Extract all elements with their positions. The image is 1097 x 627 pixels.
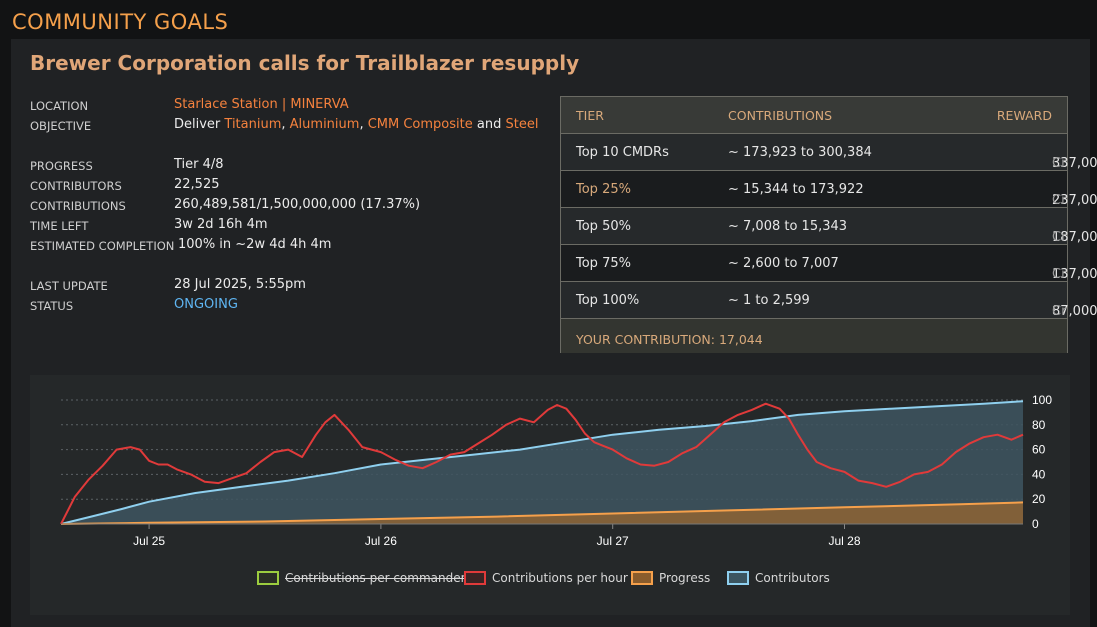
legend-swatch-icon (257, 571, 279, 585)
currency-label: Cr (1052, 156, 1067, 171)
time-left-label: TIME LEFT (30, 219, 89, 233)
tier-table-header: TIER CONTRIBUTIONS REWARD (561, 97, 1067, 134)
currency-label: Cr (1052, 304, 1067, 319)
tier-reward-amount: 87,000,000 (1052, 304, 1097, 319)
tier-contributions: ~ 1 to 2,599 (728, 293, 810, 308)
location-value: Starlace Station | MINERVA (174, 97, 349, 112)
tier-row-current: Top 25% ~ 15,344 to 173,922 237,000,000 … (561, 171, 1097, 208)
legend-swatch-icon (464, 571, 486, 585)
community-goal-panel: Brewer Corporation calls for Trailblazer… (11, 39, 1097, 627)
y-tick-label: 60 (1032, 443, 1046, 457)
commodity-link-cmm-composite[interactable]: CMM Composite (367, 117, 473, 132)
est-completion-label: ESTIMATED COMPLETION (30, 239, 175, 253)
tier-row: Top 100% ~ 1 to 2,599 87,000,000 Cr (561, 282, 1097, 319)
location-label: LOCATION (30, 99, 89, 113)
commodity-link-steel[interactable]: Steel (505, 117, 539, 132)
your-contribution-bar: YOUR CONTRIBUTION: 17,044 (561, 319, 1067, 353)
page-heading: COMMUNITY GOALS (12, 10, 229, 34)
contributions-value: 260,489,581/1,500,000,000 (17.37%) (174, 197, 421, 212)
x-tick-label: Jul 26 (365, 534, 397, 548)
y-tick-label: 0 (1032, 517, 1039, 531)
location-station-link[interactable]: Starlace Station (174, 97, 278, 112)
tier-name: Top 75% (576, 256, 631, 271)
currency-label: Cr (1052, 267, 1067, 282)
status-label: STATUS (30, 299, 74, 313)
contributors-line (60, 400, 1024, 525)
progress-value: Tier 4/8 (174, 157, 224, 172)
legend-label: Contributors (755, 571, 830, 585)
legend-label: Contributions per hour (492, 571, 628, 585)
contribution-chart: 0 20 40 60 80 100 Jul 25 Jul 26 Jul 27 Jul 28 Con… (30, 375, 1070, 615)
contributions-label: CONTRIBUTIONS (30, 199, 126, 213)
tier-contributions: ~ 173,923 to 300,384 (728, 145, 872, 160)
objective-prefix: Deliver (174, 117, 225, 132)
commodity-link-titanium[interactable]: Titanium (224, 117, 282, 132)
x-tick-label: Jul 25 (133, 534, 165, 548)
time-left-value: 3w 2d 16h 4m (174, 217, 268, 232)
header-reward: REWARD (996, 108, 1052, 123)
objective-value: Deliver Titanium, Aluminium, CMM Composi… (174, 117, 538, 132)
your-contribution-text: YOUR CONTRIBUTION: 17,044 (576, 332, 763, 347)
chart-plot: 0 20 40 60 80 100 Jul 25 Jul 26 Jul 27 Jul 28 (60, 393, 1052, 548)
legend-swatch-icon (631, 571, 653, 585)
est-completion-value: 100% in ~2w 4d 4h 4m (178, 237, 332, 252)
tier-contributions: ~ 2,600 to 7,007 (728, 256, 839, 271)
tier-table: TIER CONTRIBUTIONS REWARD Top 10 CMDRs ~… (560, 96, 1097, 353)
header-contributions: CONTRIBUTIONS (728, 108, 833, 123)
legend-swatch-icon (727, 571, 749, 585)
legend-label: Contributions per commander (285, 571, 466, 585)
y-tick-label: 20 (1032, 492, 1046, 506)
objective-and: and (472, 117, 506, 132)
tier-contributions: ~ 7,008 to 15,343 (728, 219, 848, 234)
y-tick-label: 40 (1032, 467, 1046, 481)
commodity-link-aluminium[interactable]: Aluminium (289, 117, 360, 132)
objective-label: OBJECTIVE (30, 119, 92, 133)
y-tick-label: 80 (1032, 418, 1046, 432)
location-separator: | (277, 97, 291, 112)
tier-row: Top 75% ~ 2,600 to 7,007 137,000,000 Cr (561, 245, 1097, 282)
last-update-label: LAST UPDATE (30, 279, 108, 293)
tier-reward-amount: 187,000,000 (1052, 230, 1097, 245)
tier-name: Top 100% (576, 293, 640, 308)
goal-title: Brewer Corporation calls for Trailblazer… (30, 51, 580, 75)
progress-label: PROGRESS (30, 159, 93, 173)
tier-reward-amount: 337,000,000 (1052, 156, 1097, 171)
tier-contributions: ~ 15,344 to 173,922 (728, 182, 864, 197)
objective-separator: , (359, 117, 368, 132)
header-tier: TIER (576, 108, 604, 123)
tier-reward-amount: 237,000,000 (1052, 193, 1097, 208)
currency-label: Cr (1052, 230, 1067, 245)
last-update-value: 28 Jul 2025, 5:55pm (174, 277, 306, 292)
tier-row: Top 10 CMDRs ~ 173,923 to 300,384 337,00… (561, 134, 1097, 171)
tier-name: Top 10 CMDRs (576, 145, 669, 160)
contributors-value: 22,525 (174, 177, 220, 192)
contributors-area (61, 401, 1023, 524)
x-tick-label: Jul 27 (597, 534, 629, 548)
location-system-link[interactable]: MINERVA (290, 97, 349, 112)
tier-name: Top 50% (576, 219, 631, 234)
objective-separator: , (281, 117, 290, 132)
y-tick-label: 100 (1032, 393, 1052, 407)
x-tick-label: Jul 28 (828, 534, 860, 548)
contributions-per-hour-line (60, 402, 1024, 525)
legend-label: Progress (659, 571, 711, 585)
status-value: ONGOING (174, 297, 238, 312)
tier-row: Top 50% ~ 7,008 to 15,343 187,000,000 Cr (561, 208, 1097, 245)
progress-area (61, 502, 1023, 524)
progress-line (60, 501, 1024, 525)
currency-label: Cr (1052, 193, 1067, 208)
tier-name: Top 25% (576, 182, 631, 197)
tier-reward-amount: 137,000,000 (1052, 267, 1097, 282)
contributors-label: CONTRIBUTORS (30, 179, 122, 193)
